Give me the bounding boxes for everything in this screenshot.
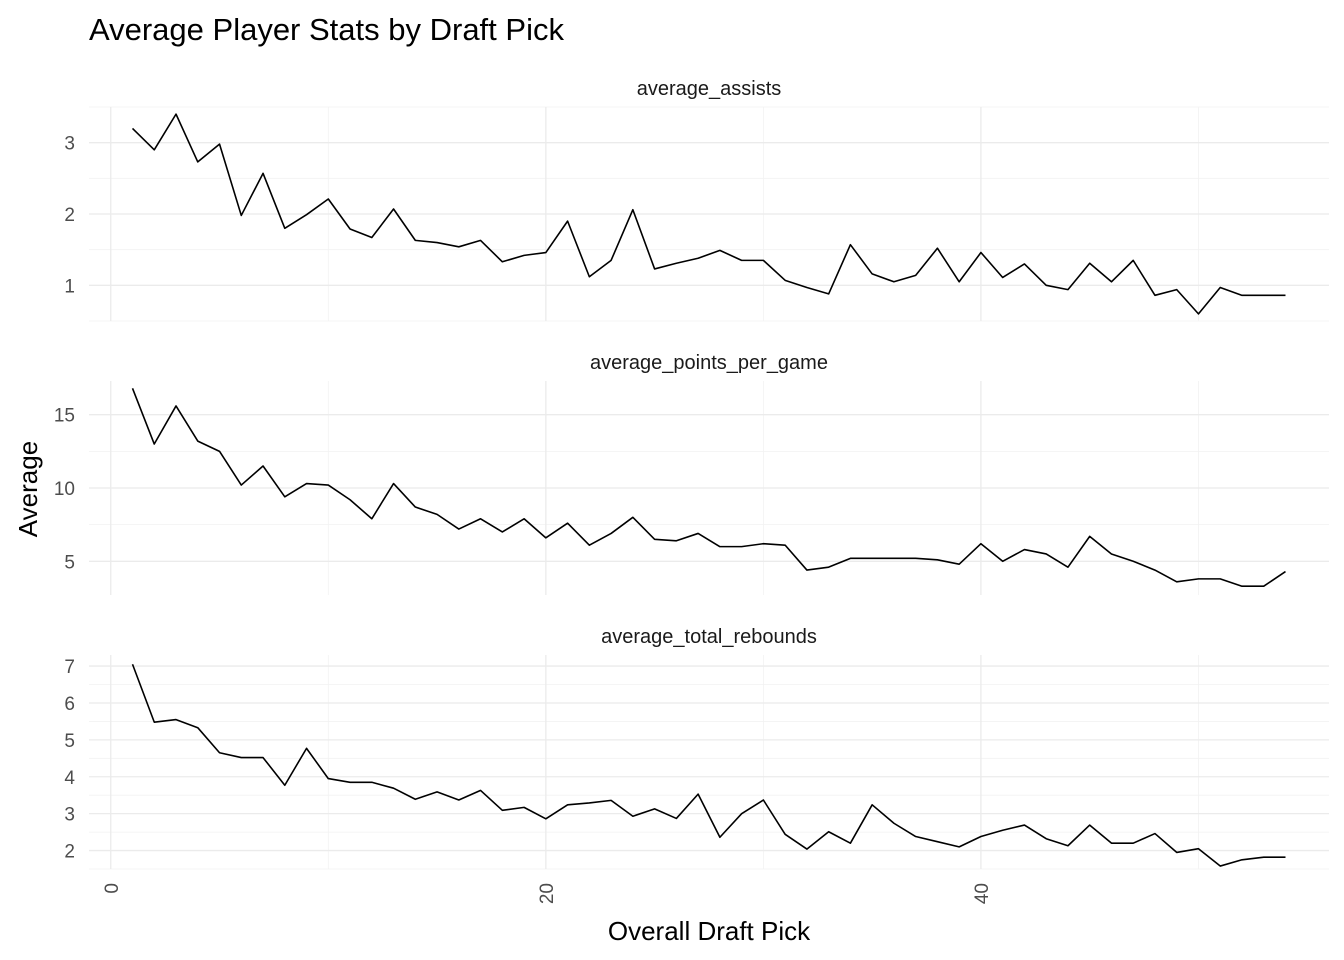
facet-panel-average_points_per_game: 5 10 15 average_points_per_game — [54, 352, 1329, 595]
series-line-average_assists — [131, 113, 1286, 315]
facet-panel-average_assists: 1 2 3 average_assists — [64, 78, 1329, 322]
y-tick-label: 15 — [54, 406, 75, 427]
y-tick-label: 3 — [64, 805, 75, 826]
facet-strip-label: average_points_per_game — [590, 352, 828, 374]
facet-panels: 1 2 3 average_assists 5 10 15 average_points_pe… — [54, 78, 1329, 870]
y-tick-label: 3 — [64, 134, 75, 155]
y-tick-label: 2 — [64, 842, 75, 863]
y-tick-label: 6 — [64, 694, 75, 715]
chart-title: Average Player Stats by Draft Pick — [89, 12, 564, 47]
y-axis-title: Average — [13, 441, 43, 537]
x-tick-label: 0 — [102, 883, 123, 894]
y-tick-label: 5 — [64, 731, 75, 752]
y-tick-label: 5 — [64, 552, 75, 573]
facet-panel-average_total_rebounds: 2 3 4 5 6 7 average_total_rebounds — [64, 626, 1329, 870]
series-line-average_points_per_game — [131, 388, 1286, 588]
facet-strip-label: average_assists — [637, 78, 782, 100]
x-axis-title: Overall Draft Pick — [608, 916, 811, 946]
y-tick-label: 7 — [64, 657, 75, 678]
x-tick-label: 40 — [972, 883, 993, 904]
y-tick-label: 10 — [54, 479, 75, 500]
x-axis-tick-labels: 0 20 40 — [102, 883, 993, 904]
y-tick-label: 4 — [64, 768, 75, 789]
facet-strip-label: average_total_rebounds — [601, 626, 817, 648]
y-tick-label: 1 — [64, 276, 75, 297]
y-tick-label: 2 — [64, 205, 75, 226]
x-tick-label: 20 — [537, 883, 558, 904]
series-line-average_total_rebounds — [131, 663, 1286, 867]
